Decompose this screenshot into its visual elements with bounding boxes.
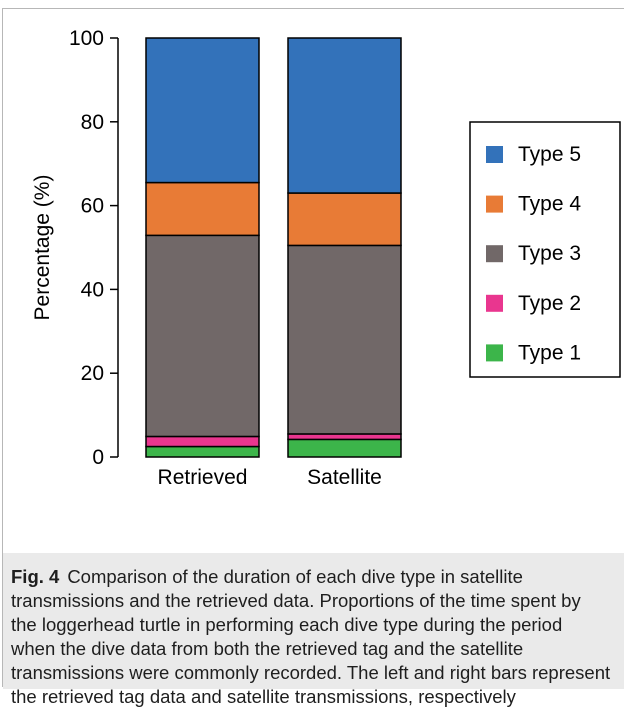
legend-swatch-type-5	[486, 146, 503, 163]
caption-text-block: Fig. 4 Comparison of the duration of each…	[11, 565, 611, 709]
legend-label-type-3: Type 3	[518, 242, 581, 265]
bar-satellite-type-4	[287, 192, 402, 247]
legend-box	[469, 121, 621, 378]
legend-swatch-type-2	[486, 294, 503, 312]
bar-satellite-type-1	[287, 438, 402, 458]
y-tick-label: 0	[92, 446, 104, 469]
y-tick-label: 40	[81, 278, 104, 301]
y-axis-label: Percentage (%)	[31, 175, 54, 321]
bar-retrieved-type-2	[145, 435, 260, 448]
legend-swatch-type-3	[486, 245, 503, 263]
legend-swatch-type-1	[486, 344, 503, 362]
figure-frame	[2, 8, 624, 687]
x-tick-label: Satellite	[307, 466, 382, 489]
bar-retrieved-type-4	[145, 181, 260, 237]
y-tick-label: 80	[81, 111, 104, 134]
stacked-bar-chart: Retrieved Satellite 0 20 40 60 80 100 Percentage…	[31, 27, 621, 489]
legend-swatch-type-4	[486, 195, 503, 213]
bar-satellite-type-3	[287, 244, 402, 435]
figure-label: Fig. 4	[11, 566, 60, 587]
y-tick-label: 20	[81, 362, 104, 385]
bar-satellite-type-5	[287, 37, 402, 194]
legend-label-type-4: Type 4	[518, 193, 581, 216]
y-tick-label: 100	[69, 27, 104, 50]
legend-label-type-5: Type 5	[518, 143, 581, 166]
legend-label-type-2: Type 2	[518, 292, 581, 315]
x-tick-label: Retrieved	[158, 466, 248, 489]
caption-text: Comparison of the duration of each dive …	[11, 566, 611, 707]
caption-background	[3, 553, 624, 689]
bar-retrieved-type-5	[145, 37, 260, 184]
figure-caption: Fig. 4 Comparison of the duration of each…	[0, 553, 627, 707]
bar-satellite-type-2	[287, 433, 402, 441]
y-tick-label: 60	[81, 195, 104, 218]
legend-label-type-1: Type 1	[518, 341, 581, 364]
bar-retrieved-type-3	[145, 234, 260, 438]
bar-retrieved-type-1	[145, 445, 260, 458]
